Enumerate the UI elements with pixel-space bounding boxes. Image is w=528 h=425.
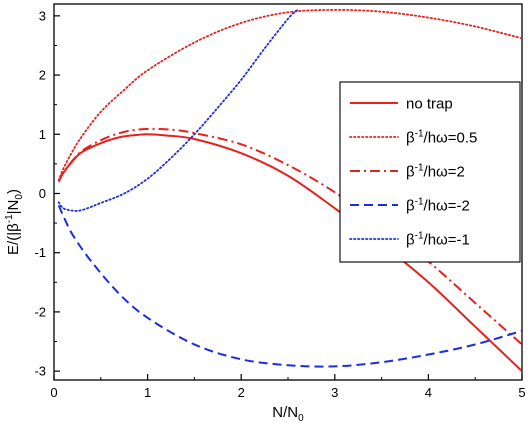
y-tick-label: -1 [34,245,46,260]
y-tick-label: 0 [39,186,46,201]
axis-ticks: 0 1 2 3 4 5 -3 -2 -1 0 1 2 3 [34,8,525,400]
legend-label-3: β-1/hω=-2 [406,197,470,215]
legend-label-0: no trap [406,96,453,113]
x-axis-title: N/N0 [272,404,304,424]
x-tick-label: 0 [50,385,57,400]
series-line-1 [57,9,522,182]
x-tick-label: 3 [331,385,338,400]
y-tick-label: -2 [34,304,46,319]
legend: no trap β-1/hω=0.5 β-1/hω=2 β-1/hω=-2 β-1/hω… [339,81,521,263]
legend-label-2: β-1/hω=2 [406,163,465,181]
x-tick-label: 4 [425,385,432,400]
series-line-4 [57,9,299,212]
series-line-3 [57,204,522,368]
legend-label-1: β-1/hω=0.5 [406,129,477,147]
y-tick-label: 2 [39,68,46,83]
x-tick-label: 5 [518,385,525,400]
legend-label-4: β-1/hω=-1 [406,231,470,249]
y-tick-label: 1 [39,127,46,142]
y-tick-label: -3 [34,364,46,379]
axis-titles: N/N0 E/(|β-1|N0) [4,189,304,424]
y-tick-label: 3 [39,8,46,23]
x-tick-label: 1 [144,385,151,400]
x-tick-label: 2 [238,385,245,400]
y-axis-title: E/(|β-1|N0) [4,189,25,255]
